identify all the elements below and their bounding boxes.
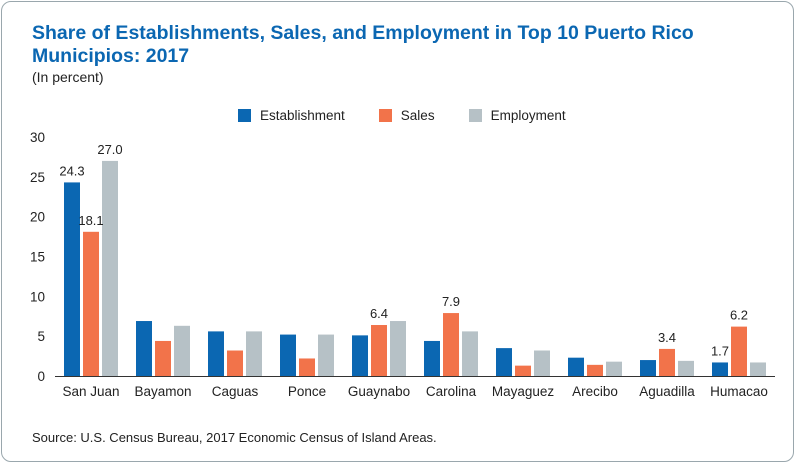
data-label: 24.3 [59,163,84,178]
legend-label-employment: Employment [490,107,566,123]
bar-employment-arecibo [606,361,622,376]
y-tick-label: 30 [30,130,45,145]
y-tick-label: 10 [30,289,45,304]
y-tick-label: 25 [30,170,45,185]
data-label: 6.2 [730,308,748,323]
legend-swatch-employment [468,108,482,122]
x-tick-label: Aguadilla [639,384,695,399]
bar-establishment-carolina [424,340,440,376]
bar-sales-carolina [443,313,459,376]
data-label: 3.4 [658,330,676,345]
x-tick-label: Carolina [426,384,477,399]
bar-establishment-san-juan [64,182,80,376]
legend-swatch-establishment [238,108,251,122]
bar-sales-san-juan [83,231,99,376]
data-label: 1.7 [711,343,729,358]
bar-sales-guaynabo [371,325,387,376]
data-label: 27.0 [97,142,122,157]
data-label: 6.4 [370,306,388,321]
bar-establishment-bayamon [136,321,152,376]
bar-sales-bayamon [155,340,171,376]
bar-establishment-guaynabo [352,335,368,376]
bar-employment-mayaguez [534,350,550,376]
bar-establishment-humacao [712,362,728,376]
bar-sales-humacao [731,326,747,376]
data-label: 18.1 [78,213,103,228]
bar-establishment-mayaguez [496,348,512,376]
x-tick-label: Arecibo [572,384,618,399]
bar-sales-mayaguez [515,365,531,376]
bar-sales-aguadilla [659,348,675,376]
chart-title: Share of Establishments, Sales, and Empl… [32,22,694,67]
legend-item-establishment: Establishment [238,108,345,123]
bar-sales-arecibo [587,364,603,376]
x-tick-label: San Juan [62,384,119,399]
x-tick-label: Bayamon [134,384,191,399]
x-tick-label: Ponce [288,384,326,399]
y-tick-label: 20 [30,210,45,225]
y-tick-label: 15 [30,250,45,265]
bar-employment-caguas [246,331,262,376]
legend-label-establishment: Establishment [260,107,345,123]
bar-establishment-ponce [280,334,296,376]
x-tick-label: Guaynabo [348,384,410,399]
bar-employment-humacao [750,362,766,376]
bar-employment-bayamon [174,325,190,376]
bar-establishment-aguadilla [640,360,656,376]
chart-legend: Establishment Sales Employment [238,106,600,124]
chart-subtitle: (In percent) [32,69,104,85]
legend-item-sales: Sales [378,107,435,123]
data-label: 7.9 [442,294,460,309]
bar-employment-guaynabo [390,321,406,376]
bar-employment-san-juan [102,160,118,376]
legend-label-sales: Sales [400,107,435,123]
bar-employment-carolina [462,331,478,376]
legend-item-employment: Employment [468,107,566,123]
y-tick-label: 0 [37,369,45,384]
bar-employment-ponce [318,334,334,376]
bar-sales-ponce [299,358,315,376]
bar-employment-aguadilla [678,360,694,376]
x-tick-label: Mayaguez [492,384,555,399]
bar-establishment-caguas [208,331,224,376]
source-note: Source: U.S. Census Bureau, 2017 Economi… [32,430,437,445]
y-tick-label: 5 [37,329,45,344]
x-tick-label: Caguas [212,384,259,399]
legend-swatch-sales [378,108,392,122]
x-tick-label: Humacao [710,384,768,399]
bar-sales-caguas [227,350,243,376]
bar-establishment-arecibo [568,357,584,376]
